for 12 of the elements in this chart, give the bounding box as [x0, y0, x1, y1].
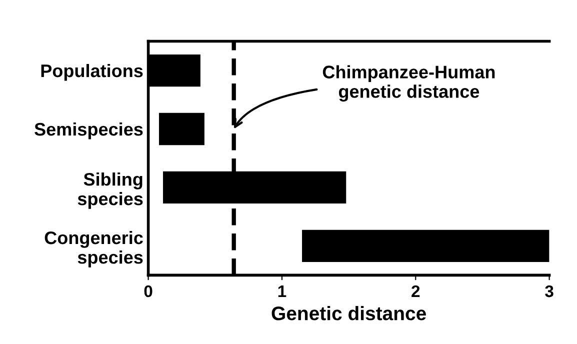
y-tick-label: Congeneric species	[44, 230, 143, 268]
x-tick-label: 3	[545, 285, 554, 298]
x-tick-label: 1	[278, 286, 286, 297]
bar	[158, 112, 204, 146]
x-tick-label: 2	[412, 285, 420, 297]
x-tick-label: 0	[144, 285, 152, 298]
annotation: Chimpanzee-Human genetic distance	[322, 65, 495, 102]
y-tick-label: Populations	[41, 64, 143, 81]
bar	[302, 230, 550, 262]
y-tick-label: Sibling species	[78, 172, 143, 209]
x-axis-title: Genetic distance	[272, 306, 426, 320]
y-tick-label: Semispecies	[34, 122, 143, 140]
